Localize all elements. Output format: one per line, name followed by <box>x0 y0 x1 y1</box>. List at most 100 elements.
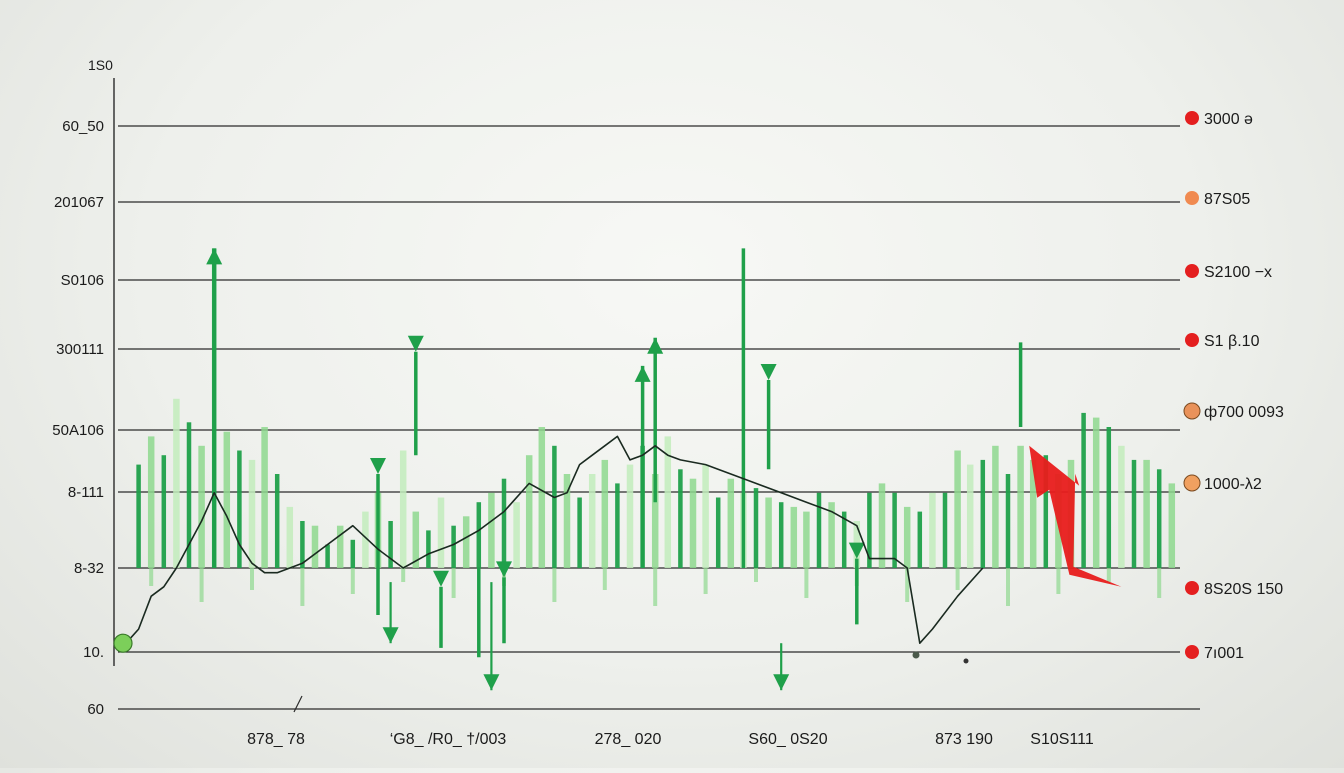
bar <box>476 502 482 568</box>
bar <box>237 450 242 568</box>
bar <box>563 474 571 568</box>
y-tick-label: 300111 <box>56 341 104 358</box>
spike-arrowhead-up <box>647 337 664 354</box>
bar <box>577 497 582 568</box>
bar-wick <box>250 568 254 590</box>
right-value-label: 1000-λ2 <box>1204 476 1262 493</box>
spike-arrowhead-up <box>634 365 651 382</box>
bar <box>689 478 697 568</box>
bar <box>942 492 948 568</box>
bar-wick <box>955 568 960 590</box>
bar <box>1168 483 1176 568</box>
y-top-label: 1S0 <box>88 57 113 73</box>
start-marker <box>113 633 133 653</box>
bar <box>765 497 772 568</box>
bar <box>828 502 835 568</box>
bar <box>980 459 986 568</box>
bar-wick <box>1006 568 1010 606</box>
right-marker <box>1185 111 1199 125</box>
bar <box>173 398 180 568</box>
bar <box>525 455 533 568</box>
right-marker <box>1185 645 1199 659</box>
right-value-label: 3000 ə <box>1204 111 1253 128</box>
bar-wick <box>905 568 910 602</box>
bar-wick <box>199 568 204 602</box>
bar <box>1106 427 1112 568</box>
bar <box>702 464 709 568</box>
bar <box>538 427 546 568</box>
arrow-group <box>1029 445 1122 587</box>
bar <box>161 455 167 568</box>
bar-wick <box>1106 568 1111 582</box>
bar <box>147 436 155 568</box>
bar <box>1029 459 1037 568</box>
bar <box>892 492 897 568</box>
x-tick-label: S10S111 <box>1030 731 1094 748</box>
bar <box>274 474 280 568</box>
bar <box>954 450 961 568</box>
trend-line <box>125 435 984 645</box>
spike-arrowhead-down <box>848 542 865 559</box>
bar <box>816 492 822 568</box>
bar-wick <box>401 568 406 582</box>
bar <box>513 502 520 568</box>
bar <box>136 464 141 568</box>
right-value-label: S1 β.10 <box>1204 333 1260 350</box>
bar <box>601 459 609 568</box>
bar-wick <box>1157 568 1162 598</box>
spike-arrowhead-down <box>760 364 777 380</box>
trend-dot <box>912 651 920 659</box>
bar-wick <box>552 568 557 602</box>
bar <box>917 511 923 568</box>
bar <box>399 450 407 568</box>
bar <box>1043 455 1049 568</box>
right-marker <box>1185 264 1199 278</box>
spike-arrowhead-down <box>433 570 449 587</box>
right-marker <box>1183 402 1201 420</box>
axis-tick-mark <box>293 695 303 713</box>
bar <box>588 474 596 568</box>
x-tick-label: S60_ 0S20 <box>748 731 827 748</box>
bar <box>286 506 294 568</box>
trend-line-group <box>113 435 984 664</box>
bar <box>841 511 847 568</box>
y-tick-label: 60_50 <box>62 118 104 135</box>
bar <box>412 511 420 568</box>
bar-wick <box>703 568 708 594</box>
bar <box>437 497 445 568</box>
right-value-label: ф700 0093 <box>1204 404 1284 421</box>
bar <box>1143 459 1150 568</box>
bar-wick <box>149 568 154 586</box>
bar <box>462 516 470 568</box>
bar <box>615 483 620 568</box>
gridlines <box>113 78 1200 713</box>
bar <box>248 459 256 568</box>
bar <box>803 511 810 568</box>
bar <box>715 497 721 568</box>
bar <box>362 511 369 568</box>
right-value-label: S2100 −x <box>1204 264 1272 281</box>
y-tick-label: 10. <box>83 644 104 661</box>
bar-wick <box>602 568 607 590</box>
axis-labels: 1S0 60_50 201067 S0106 300111 50A106 8-111 8-32… <box>52 57 1284 748</box>
bar-wick <box>350 568 355 594</box>
bar <box>1131 459 1137 568</box>
bar <box>325 544 330 568</box>
red-arrow <box>1029 445 1122 587</box>
bar <box>626 464 634 568</box>
bar <box>878 483 886 568</box>
y-tick-label: 50A106 <box>52 422 104 439</box>
bar <box>678 469 683 568</box>
bar <box>1118 445 1125 568</box>
bar <box>1017 445 1024 568</box>
x-tick-label: 873 190 <box>935 731 993 748</box>
bar <box>664 436 672 568</box>
bar <box>350 539 356 568</box>
trend-dot <box>963 658 969 664</box>
right-marker <box>1185 581 1199 595</box>
bar <box>1081 412 1086 568</box>
bar-wick <box>754 568 758 582</box>
bar <box>186 422 192 568</box>
